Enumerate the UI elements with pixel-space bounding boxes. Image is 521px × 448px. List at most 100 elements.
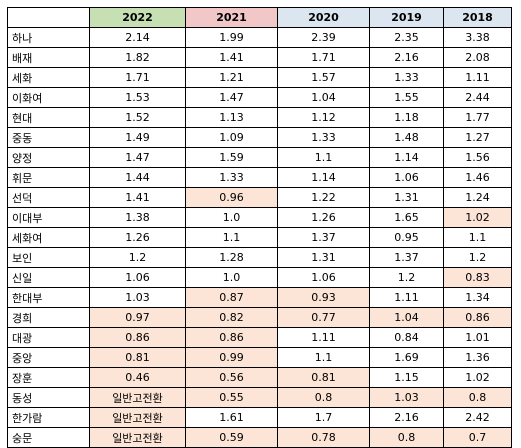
table-row: 세화여 1.26 1.1 1.37 0.95 1.1 — [7, 227, 512, 248]
rate-cell: 1.26 — [89, 227, 186, 248]
rate-cell: 1.2 — [369, 267, 444, 288]
rate-cell: 1.15 — [369, 367, 444, 388]
rate-cell: 1.04 — [277, 87, 370, 108]
rate-cell: 0.8 — [443, 387, 512, 408]
table-row: 신일 1.06 1.0 1.06 1.2 0.83 — [7, 267, 512, 288]
rate-cell: 0.8 — [369, 427, 444, 448]
competition-rate-table: 2022 2021 2020 2019 2018 하나 2.14 1.99 2.39 2… — [7, 7, 512, 448]
rate-cell: 1.03 — [369, 387, 444, 408]
rate-cell: 1.47 — [89, 147, 186, 168]
table-row: 세화 1.71 1.21 1.57 1.33 1.11 — [7, 67, 512, 88]
school-name-cell: 동성 — [7, 387, 90, 408]
rate-cell: 1.52 — [89, 107, 186, 128]
rate-cell: 1.31 — [369, 187, 444, 208]
rate-cell: 1.53 — [89, 87, 186, 108]
rate-cell: 1.49 — [89, 127, 186, 148]
table-row: 경희 0.97 0.82 0.77 1.04 0.86 — [7, 307, 512, 328]
rate-cell: 1.71 — [277, 47, 370, 68]
rate-cell: 1.03 — [89, 287, 186, 308]
school-name-cell: 세화여 — [7, 227, 90, 248]
rate-cell: 1.11 — [369, 287, 444, 308]
rate-cell: 1.69 — [369, 347, 444, 368]
rate-cell: 일반고전환 — [89, 427, 186, 448]
rate-cell: 0.87 — [185, 287, 278, 308]
school-name-cell: 숭문 — [7, 427, 90, 448]
rate-cell: 1.14 — [369, 147, 444, 168]
table-row: 숭문 일반고전환 0.59 0.78 0.8 0.7 — [7, 427, 512, 448]
rate-cell: 2.08 — [443, 47, 512, 68]
rate-cell: 1.1 — [443, 227, 512, 248]
rate-cell: 0.82 — [185, 307, 278, 328]
rate-cell: 1.02 — [443, 367, 512, 388]
rate-cell: 1.1 — [277, 147, 370, 168]
header-row: 2022 2021 2020 2019 2018 — [7, 7, 512, 28]
table-row: 이대부 1.38 1.0 1.26 1.65 1.02 — [7, 207, 512, 228]
rate-cell: 0.83 — [443, 267, 512, 288]
rate-cell: 1.47 — [185, 87, 278, 108]
rate-cell: 1.34 — [443, 287, 512, 308]
school-name-cell: 중앙 — [7, 347, 90, 368]
rate-cell: 0.86 — [443, 307, 512, 328]
table-row: 배재 1.82 1.41 1.71 2.16 2.08 — [7, 47, 512, 68]
rate-cell: 1.14 — [277, 167, 370, 188]
rate-cell: 1.71 — [89, 67, 186, 88]
rate-cell: 0.59 — [185, 427, 278, 448]
rate-cell: 1.04 — [369, 307, 444, 328]
table-row: 동성 일반고전환 0.55 0.8 1.03 0.8 — [7, 387, 512, 408]
header-corner-cell — [7, 7, 90, 28]
header-year-2018: 2018 — [443, 7, 512, 28]
rate-cell: 0.55 — [185, 387, 278, 408]
table-row: 휘문 1.44 1.33 1.14 1.06 1.46 — [7, 167, 512, 188]
rate-cell: 1.06 — [277, 267, 370, 288]
rate-cell: 1.36 — [443, 347, 512, 368]
rate-cell: 1.21 — [185, 67, 278, 88]
school-name-cell: 중동 — [7, 127, 90, 148]
rate-cell: 1.46 — [443, 167, 512, 188]
school-name-cell: 신일 — [7, 267, 90, 288]
rate-cell: 0.84 — [369, 327, 444, 348]
rate-cell: 1.0 — [185, 267, 278, 288]
rate-cell: 0.78 — [277, 427, 370, 448]
rate-cell: 1.33 — [369, 67, 444, 88]
rate-cell: 1.38 — [89, 207, 186, 228]
rate-cell: 1.06 — [89, 267, 186, 288]
rate-cell: 1.12 — [277, 107, 370, 128]
table-row: 보인 1.2 1.28 1.31 1.37 1.2 — [7, 247, 512, 268]
school-name-cell: 이대부 — [7, 207, 90, 228]
rate-cell: 1.02 — [443, 207, 512, 228]
rate-cell: 1.59 — [185, 147, 278, 168]
table-body: 하나 2.14 1.99 2.39 2.35 3.38 배재 1.82 1.41 1.71 2.16… — [7, 27, 512, 448]
rate-cell: 1.56 — [443, 147, 512, 168]
competition-table-container: 2022 2021 2020 2019 2018 하나 2.14 1.99 2.39 2… — [7, 7, 512, 448]
header-year-2021: 2021 — [185, 7, 278, 28]
school-name-cell: 이화여 — [7, 87, 90, 108]
school-name-cell: 배재 — [7, 47, 90, 68]
school-name-cell: 휘문 — [7, 167, 90, 188]
rate-cell: 1.06 — [369, 167, 444, 188]
rate-cell: 1.55 — [369, 87, 444, 108]
rate-cell: 1.41 — [185, 47, 278, 68]
rate-cell: 0.56 — [185, 367, 278, 388]
rate-cell: 0.97 — [89, 307, 186, 328]
rate-cell: 1.82 — [89, 47, 186, 68]
rate-cell: 1.09 — [185, 127, 278, 148]
header-year-2019: 2019 — [369, 7, 444, 28]
school-name-cell: 현대 — [7, 107, 90, 128]
header-year-2020: 2020 — [277, 7, 370, 28]
school-name-cell: 대광 — [7, 327, 90, 348]
table-row: 중앙 0.81 0.99 1.1 1.69 1.36 — [7, 347, 512, 368]
rate-cell: 1.0 — [185, 207, 278, 228]
rate-cell: 0.81 — [89, 347, 186, 368]
rate-cell: 1.44 — [89, 167, 186, 188]
rate-cell: 0.86 — [185, 327, 278, 348]
table-row: 선덕 1.41 0.96 1.22 1.31 1.24 — [7, 187, 512, 208]
rate-cell: 1.77 — [443, 107, 512, 128]
rate-cell: 0.81 — [277, 367, 370, 388]
rate-cell: 0.77 — [277, 307, 370, 328]
school-name-cell: 경희 — [7, 307, 90, 328]
table-row: 대광 0.86 0.86 1.11 0.84 1.01 — [7, 327, 512, 348]
school-name-cell: 한대부 — [7, 287, 90, 308]
rate-cell: 1.13 — [185, 107, 278, 128]
table-row: 장훈 0.46 0.56 0.81 1.15 1.02 — [7, 367, 512, 388]
rate-cell: 1.11 — [443, 67, 512, 88]
